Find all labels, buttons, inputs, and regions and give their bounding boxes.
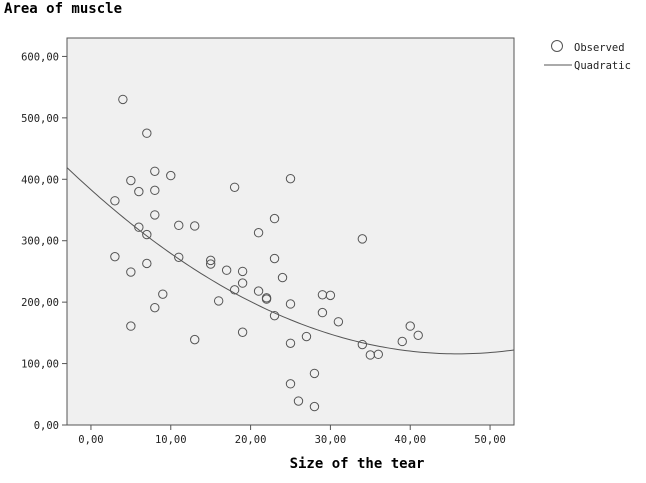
data-point xyxy=(150,302,160,313)
y-axis: 0,00 100,00 200,00 300,00 400,00 500,00 600,00 xyxy=(21,51,67,432)
data-point xyxy=(357,234,368,244)
data-point xyxy=(190,221,200,231)
legend: Observed Quadratic xyxy=(544,40,631,72)
data-point xyxy=(229,182,240,192)
data-point xyxy=(229,285,240,295)
data-point xyxy=(269,310,280,321)
data-point xyxy=(150,166,160,177)
data-point xyxy=(285,379,296,389)
data-point xyxy=(325,290,336,301)
quadratic-fit-curve xyxy=(66,167,515,355)
data-point xyxy=(126,321,136,331)
y-tick-label: 600,00 xyxy=(21,51,59,63)
data-point xyxy=(357,339,368,350)
chart-title: Area of muscle xyxy=(4,1,122,17)
y-tick-label: 400,00 xyxy=(21,174,59,186)
data-point xyxy=(134,222,144,232)
x-tick-label: 50,00 xyxy=(474,434,506,446)
data-point xyxy=(110,196,120,206)
data-point xyxy=(373,349,384,360)
data-point xyxy=(158,289,168,299)
data-point xyxy=(277,272,288,283)
legend-quadratic-label: Quadratic xyxy=(574,60,631,72)
legend-observed-label: Observed xyxy=(574,42,625,54)
x-tick-label: 40,00 xyxy=(394,434,426,446)
data-point xyxy=(253,286,264,296)
data-point xyxy=(110,251,120,262)
data-point xyxy=(269,253,280,264)
data-point xyxy=(213,296,224,306)
data-point xyxy=(205,255,216,266)
data-point xyxy=(397,336,407,347)
data-point xyxy=(150,210,160,220)
data-point xyxy=(221,265,232,275)
data-point xyxy=(285,299,296,309)
data-point xyxy=(309,401,320,412)
data-point xyxy=(174,252,184,262)
y-tick-label: 500,00 xyxy=(21,113,59,125)
y-tick-label: 100,00 xyxy=(21,359,59,371)
legend-observed-marker-icon xyxy=(551,40,563,52)
observed-points xyxy=(110,94,423,412)
x-tick-label: 0,00 xyxy=(78,434,103,446)
data-point xyxy=(205,259,216,269)
data-point xyxy=(269,213,280,224)
data-point xyxy=(253,228,264,238)
data-point xyxy=(134,186,144,197)
data-point xyxy=(317,307,328,318)
x-axis: 0,00 10,00 20,00 30,00 40,00 50,00 xyxy=(78,425,506,446)
data-point xyxy=(142,258,152,269)
data-point xyxy=(142,229,152,240)
y-tick-label: 300,00 xyxy=(21,236,59,248)
x-tick-label: 10,00 xyxy=(155,434,187,446)
data-point xyxy=(237,327,248,337)
data-point xyxy=(293,396,304,406)
data-point xyxy=(190,334,200,345)
data-point xyxy=(285,338,296,348)
plot-area xyxy=(66,37,515,426)
x-tick-label: 30,00 xyxy=(315,434,347,446)
data-point xyxy=(413,330,423,341)
data-point xyxy=(285,173,296,184)
data-point xyxy=(150,185,160,196)
data-point xyxy=(261,294,272,304)
y-tick-label: 0,00 xyxy=(34,420,59,432)
data-point xyxy=(126,175,136,186)
data-point xyxy=(237,278,248,288)
data-point xyxy=(118,94,128,105)
data-point xyxy=(174,220,184,231)
x-axis-label: Size of the tear xyxy=(290,456,425,472)
data-point xyxy=(126,267,136,277)
data-point xyxy=(405,321,415,331)
data-point xyxy=(309,368,320,379)
data-point xyxy=(166,170,176,181)
data-point xyxy=(301,331,312,342)
data-point xyxy=(142,128,152,138)
y-tick-label: 200,00 xyxy=(21,297,59,309)
data-point xyxy=(237,266,248,277)
x-tick-label: 20,00 xyxy=(235,434,267,446)
data-point xyxy=(333,317,344,327)
